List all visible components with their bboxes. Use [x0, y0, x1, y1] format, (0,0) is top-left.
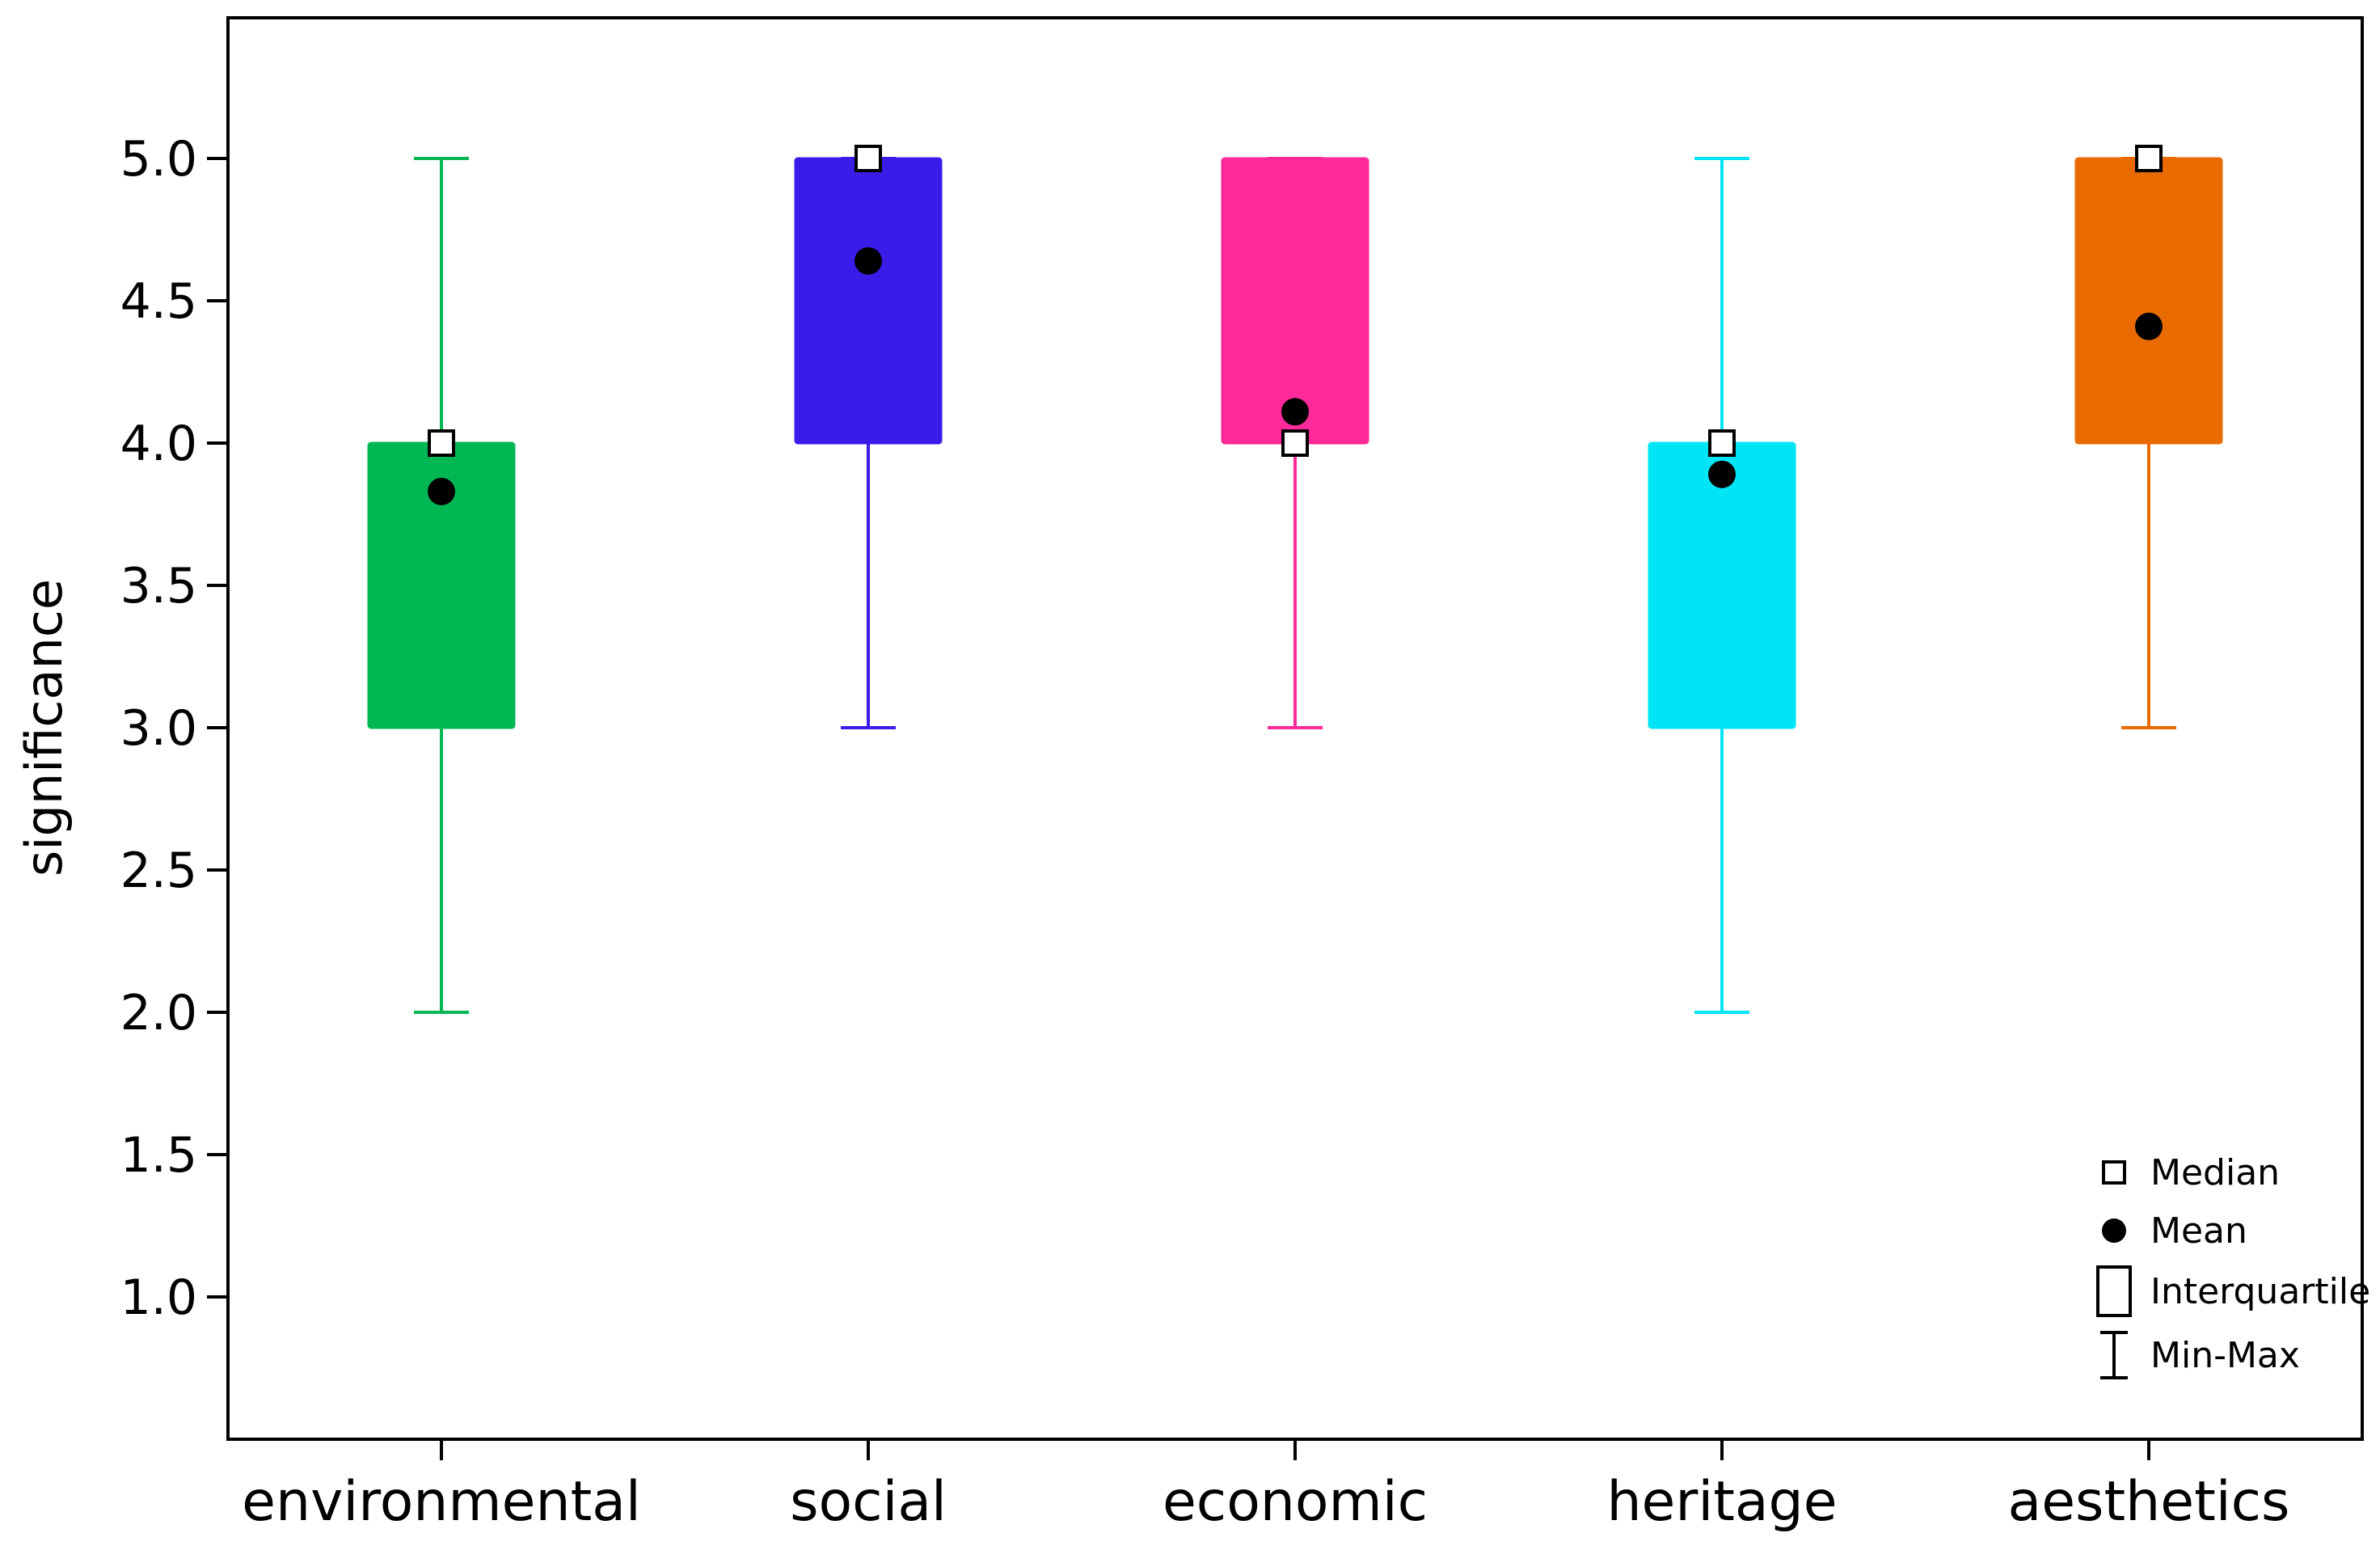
y-tick-label: 1.0	[120, 1269, 197, 1326]
y-tick-label: 3.0	[120, 700, 197, 757]
legend-label: Mean	[2150, 1210, 2247, 1252]
legend-item-iqr: Interquartile	[2096, 1265, 2370, 1317]
y-axis: 1.0 1.5 2.0 2.5 3.0 3.5 4.0 4.5 5.0	[120, 131, 228, 1326]
mean-marker	[855, 247, 882, 275]
x-tick-label: environmental	[242, 1470, 641, 1534]
mean-marker	[428, 477, 455, 505]
y-tick-label: 2.0	[120, 985, 197, 1041]
median-marker	[2135, 145, 2163, 172]
legend-item-mean: Mean	[2102, 1210, 2247, 1252]
y-tick-label: 4.0	[120, 416, 197, 472]
legend: Median Mean Interquartile Min-Max	[2096, 1152, 2370, 1379]
y-tick-label: 4.5	[120, 273, 197, 330]
median-marker	[1281, 429, 1309, 457]
box-aesthetics	[2074, 145, 2223, 729]
x-tick-label: social	[790, 1470, 947, 1534]
x-axis: environmental social economic heritage aesth…	[242, 1439, 2289, 1534]
y-tick-label: 2.5	[120, 843, 197, 899]
iqr-box	[2074, 157, 2223, 445]
iqr-box	[794, 157, 943, 445]
box-economic	[1221, 157, 1369, 729]
legend-item-median: Median	[2102, 1152, 2280, 1193]
x-tick-label: economic	[1163, 1470, 1428, 1534]
y-tick-label: 3.5	[120, 558, 197, 615]
legend-median-icon	[2102, 1160, 2126, 1185]
x-tick-label: heritage	[1606, 1470, 1837, 1534]
mean-marker	[1281, 398, 1309, 426]
y-tick-label: 5.0	[120, 131, 197, 188]
mean-marker	[2135, 312, 2163, 340]
box-heritage	[1648, 157, 1796, 1014]
mean-marker	[1708, 460, 1736, 488]
y-tick-label: 1.5	[120, 1127, 197, 1184]
legend-label: Median	[2150, 1152, 2280, 1193]
legend-label: Interquartile	[2150, 1271, 2370, 1312]
median-marker	[1708, 429, 1736, 457]
legend-item-range: Min-Max	[2100, 1331, 2300, 1379]
median-marker	[855, 145, 882, 172]
box-social	[794, 145, 943, 729]
median-marker	[428, 429, 455, 457]
y-axis-title: significance	[15, 579, 74, 876]
legend-label: Min-Max	[2150, 1335, 2300, 1376]
boxes-layer	[367, 145, 2223, 1014]
x-tick-label: aesthetics	[2008, 1470, 2290, 1534]
legend-mean-icon	[2102, 1218, 2126, 1243]
box-environmental	[367, 157, 516, 1014]
legend-iqr-icon	[2096, 1265, 2132, 1317]
